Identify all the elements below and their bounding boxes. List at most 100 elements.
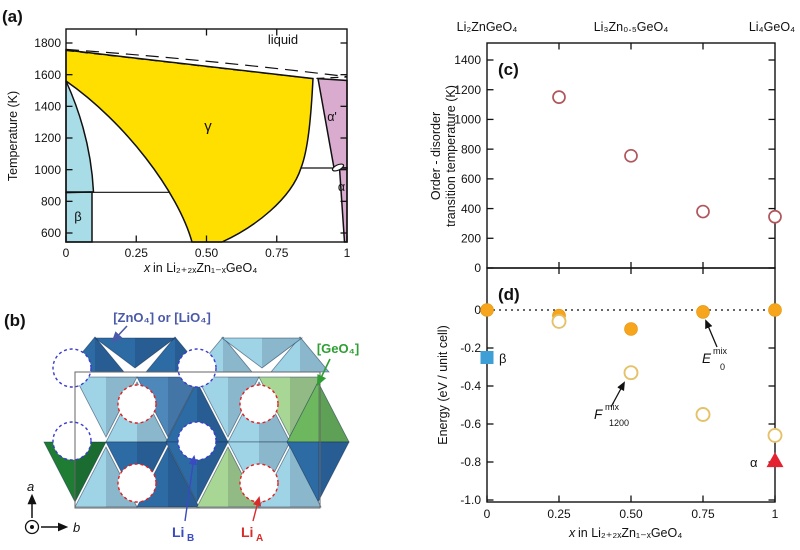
tetrahedron-facet <box>318 442 349 502</box>
mixing-energy-point <box>624 322 638 336</box>
free-energy-point <box>695 407 711 422</box>
tetrahedron-facet <box>168 377 199 437</box>
li-b-site <box>52 348 92 388</box>
alpha-region-label: α <box>338 180 345 194</box>
geO4-label: [GeO₄] <box>317 341 359 356</box>
liquid-region-label: liquid <box>268 32 298 47</box>
formula-li2znge04: Li₂ZnGeO₄ <box>457 20 518 34</box>
panel-d-ticks: 0-0.2-0.4-0.6-0.8-1.00 0.25 0.50 0.75 1 <box>460 303 778 521</box>
li-b-site <box>177 348 217 388</box>
tetrahedron-facet <box>168 447 199 507</box>
f1200mix-arrow <box>610 381 625 408</box>
li-a-label: Li <box>241 524 253 540</box>
li-a-site <box>117 384 157 424</box>
transition-temperature-point <box>624 148 638 163</box>
alpha-phase-point <box>766 452 784 468</box>
c-axis-dot-icon <box>30 525 34 529</box>
tetrahedron-facet <box>262 338 302 368</box>
panel-b-crystal-structure: (b) [ZnO₄] or [LiO₄] [GeO₄] Li B Li A a … <box>4 310 359 544</box>
panel-c-y-title-line2: transition temperature (K) <box>444 85 458 227</box>
panel-d-letter: (d) <box>498 285 520 304</box>
y-tick-label: 1000 <box>34 163 61 177</box>
y-tick-label: -0.2 <box>460 341 481 355</box>
li-a-site <box>239 384 279 424</box>
gamma-region <box>65 49 314 243</box>
f1200mix-subscript: 1200 <box>609 418 629 428</box>
gamma-region-label: γ <box>204 118 212 135</box>
liquidus-dashed-line <box>65 48 348 78</box>
panel-d-y-axis-title: Energy (eV / unit cell) <box>436 325 450 445</box>
geO4-arrow <box>316 358 331 387</box>
unit-cell-outline <box>74 371 321 509</box>
x-tick-label: 0.50 <box>195 246 219 260</box>
y-tick-label: 800 <box>461 142 481 156</box>
free-energy-point <box>551 313 567 329</box>
formula-li3zn05ge04: Li₃Zn₀.₅GeO₄ <box>594 20 669 34</box>
tetrahedron <box>93 337 177 369</box>
x-tick-label: 0 <box>484 507 491 521</box>
li-a-site <box>239 463 279 503</box>
panel-a-y-axis-title: Temperature (K) <box>6 91 20 181</box>
y-tick-label: 0 <box>474 261 481 275</box>
x-tick-label: 0.75 <box>265 246 289 260</box>
panel-a-ticks: 600 800 1000 1200 1400 1600 1800 0 0.25 0.50 0.75 1 <box>34 29 351 260</box>
two-phase-lens <box>331 163 345 172</box>
panel-b-letter: (b) <box>4 311 26 330</box>
x-tick-label: 0.25 <box>547 507 571 521</box>
e0mix-superscript: mix <box>713 346 727 356</box>
y-tick-label: 1000 <box>454 113 481 127</box>
panel-d-x-axis-title: in Li₂₊₂ₓZn₁₋ₓGeO₄ <box>578 526 682 540</box>
x-tick-label: 1 <box>344 246 351 260</box>
alpha-prime-region-label: α' <box>327 110 337 124</box>
beta-point-label: β <box>499 351 506 366</box>
panel-d-frame <box>486 267 776 503</box>
x-tick-label: 0.25 <box>125 246 149 260</box>
y-tick-label: -0.6 <box>460 417 481 431</box>
li-b-site <box>52 421 92 461</box>
panel-c-y-title-line1: Order - disorder <box>429 112 443 200</box>
y-tick-label: 400 <box>461 202 481 216</box>
y-tick-label: -0.4 <box>460 379 481 393</box>
tetrahedron <box>220 337 304 369</box>
tetrahedron-facet <box>300 337 329 372</box>
transition-temperature-point <box>552 90 566 104</box>
panel-d-x-axis-title-x: x <box>568 526 576 540</box>
free-energy-point <box>623 365 639 381</box>
a-axis-label: a <box>27 479 34 494</box>
y-tick-label: -0.8 <box>460 455 481 469</box>
transition-temperature-point <box>768 209 782 224</box>
e0mix-arrow <box>705 319 718 348</box>
y-tick-label: 1400 <box>34 100 61 114</box>
panel-a-x-axis-title-x: x <box>143 261 151 275</box>
y-tick-label: 1600 <box>34 68 61 82</box>
alpha-point-label: α <box>750 455 758 470</box>
znO4-liO4-label: [ZnO₄] or [LiO₄] <box>113 310 211 325</box>
solidus-dashed-line <box>65 49 348 80</box>
y-tick-label: 1400 <box>454 53 481 67</box>
e0mix-subscript: 0 <box>720 362 725 372</box>
li-b-label-subscript: B <box>187 533 194 544</box>
li-a-arrow <box>252 495 262 522</box>
panel-c-transition-temperature-plot: Li₂ZnGeO₄ Li₃Zn₀.₅GeO₄ Li₄GeO₄ Order - d… <box>429 20 795 275</box>
panel-c-data-points <box>552 90 782 224</box>
f1200mix-superscript: mix <box>605 402 619 412</box>
panel-a-phase-diagram: (a) Temperature (K) 600 800 1000 1200 1400 16… <box>2 7 351 275</box>
x-tick-label: 0 <box>63 246 70 260</box>
y-tick-label: 1200 <box>34 131 61 145</box>
tetrahedron-facet <box>318 382 349 442</box>
mixing-energy-point <box>480 303 494 317</box>
f1200mix-label: F <box>594 407 603 422</box>
li-b-arrow <box>184 454 198 522</box>
mixing-energy-point <box>768 303 782 317</box>
y-tick-label: 800 <box>41 195 61 209</box>
y-tick-label: 1200 <box>454 83 481 97</box>
panel-a-x-axis-title: in Li₂₊₂ₓZn₁₋ₓGeO₄ <box>153 261 257 275</box>
y-tick-label: 200 <box>461 231 481 245</box>
tetrahedron-facet <box>95 337 124 372</box>
tetrahedron-facet <box>223 337 252 372</box>
li-b-label: Li <box>172 524 184 540</box>
x-tick-label: 1 <box>772 507 779 521</box>
y-tick-label: 0 <box>474 303 481 317</box>
